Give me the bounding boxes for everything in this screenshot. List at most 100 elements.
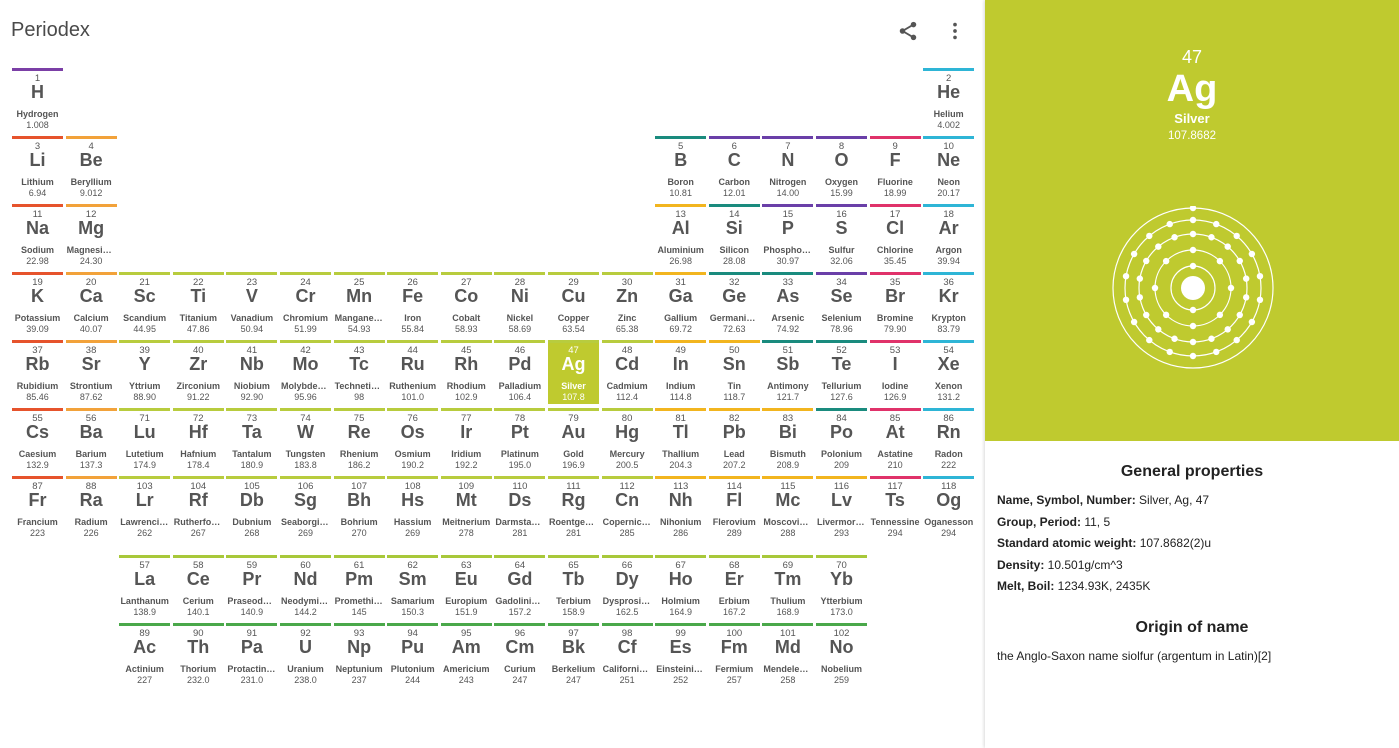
- element-cell-ar[interactable]: 18 Ar Argon 39.94: [923, 204, 975, 268]
- element-cell-nh[interactable]: 113 Nh Nihonium 286: [655, 476, 707, 540]
- element-cell-ne[interactable]: 10 Ne Neon 20.17: [923, 136, 975, 200]
- element-cell-sb[interactable]: 51 Sb Antimony 121.7: [762, 340, 814, 404]
- element-cell-pd[interactable]: 46 Pd Palladium 106.4: [494, 340, 546, 404]
- element-cell-bk[interactable]: 97 Bk Berkelium 247: [548, 623, 599, 687]
- element-cell-co[interactable]: 27 Co Cobalt 58.93: [440, 272, 492, 336]
- element-cell-ca[interactable]: 20 Ca Calcium 40.07: [65, 272, 117, 336]
- element-cell-cn[interactable]: 112 Cn Copernicium 285: [601, 476, 653, 540]
- element-cell-mc[interactable]: 115 Mc Moscovium 288: [762, 476, 814, 540]
- element-cell-ge[interactable]: 32 Ge Germanium 72.63: [708, 272, 760, 336]
- element-cell-np[interactable]: 93 Np Neptunium 237: [333, 623, 385, 687]
- element-cell-os[interactable]: 76 Os Osmium 190.2: [387, 408, 439, 472]
- element-cell-fm[interactable]: 100 Fm Fermium 257: [708, 623, 760, 687]
- element-cell-lv[interactable]: 116 Lv Livermorium 293: [816, 476, 867, 540]
- element-cell-si[interactable]: 14 Si Silicon 28.08: [708, 204, 760, 268]
- element-cell-au[interactable]: 79 Au Gold 196.9: [548, 408, 599, 472]
- element-cell-in[interactable]: 49 In Indium 114.8: [655, 340, 707, 404]
- element-cell-k[interactable]: 19 K Potassium 39.09: [12, 272, 63, 336]
- element-cell-fr[interactable]: 87 Fr Francium 223: [12, 476, 63, 540]
- element-cell-ir[interactable]: 77 Ir Iridium 192.2: [440, 408, 492, 472]
- element-cell-c[interactable]: 6 C Carbon 12.01: [708, 136, 760, 200]
- element-cell-ts[interactable]: 117 Ts Tennessine 294: [869, 476, 921, 540]
- share-button[interactable]: [893, 16, 923, 46]
- element-cell-cm[interactable]: 96 Cm Curium 247: [494, 623, 546, 687]
- element-cell-pb[interactable]: 82 Pb Lead 207.2: [708, 408, 760, 472]
- element-cell-no[interactable]: 102 No Nobelium 259: [816, 623, 867, 687]
- element-cell-db[interactable]: 105 Db Dubnium 268: [226, 476, 278, 540]
- element-cell-zr[interactable]: 40 Zr Zirconium 91.22: [172, 340, 224, 404]
- element-cell-at[interactable]: 85 At Astatine 210: [869, 408, 921, 472]
- element-cell-as[interactable]: 33 As Arsenic 74.92: [762, 272, 814, 336]
- more-options-button[interactable]: [940, 16, 970, 46]
- element-cell-hs[interactable]: 108 Hs Hassium 269: [387, 476, 439, 540]
- element-cell-mo[interactable]: 42 Mo Molybdenum 95.96: [280, 340, 331, 404]
- element-cell-bi[interactable]: 83 Bi Bismuth 208.9: [762, 408, 814, 472]
- element-cell-tc[interactable]: 43 Tc Technetium 98: [333, 340, 385, 404]
- element-cell-sg[interactable]: 106 Sg Seaborgium 269: [280, 476, 331, 540]
- element-cell-lr[interactable]: 103 Lr Lawrencium 262: [119, 476, 171, 540]
- element-cell-tl[interactable]: 81 Tl Thallium 204.3: [655, 408, 707, 472]
- element-cell-re[interactable]: 75 Re Rhenium 186.2: [333, 408, 385, 472]
- element-cell-rh[interactable]: 45 Rh Rhodium 102.9: [440, 340, 492, 404]
- element-cell-gd[interactable]: 64 Gd Gadolinium 157.2: [494, 555, 546, 619]
- element-cell-mg[interactable]: 12 Mg Magnesium 24.30: [65, 204, 117, 268]
- element-cell-sc[interactable]: 21 Sc Scandium 44.95: [119, 272, 171, 336]
- element-cell-v[interactable]: 23 V Vanadium 50.94: [226, 272, 278, 336]
- element-cell-ac[interactable]: 89 Ac Actinium 227: [119, 623, 171, 687]
- element-cell-cs[interactable]: 55 Cs Caesium 132.9: [12, 408, 63, 472]
- element-cell-na[interactable]: 11 Na Sodium 22.98: [12, 204, 63, 268]
- element-cell-o[interactable]: 8 O Oxygen 15.99: [816, 136, 867, 200]
- element-cell-ti[interactable]: 22 Ti Titanium 47.86: [172, 272, 224, 336]
- element-cell-pa[interactable]: 91 Pa Protactinium 231.0: [226, 623, 278, 687]
- element-cell-yb[interactable]: 70 Yb Ytterbium 173.0: [816, 555, 867, 619]
- element-cell-og[interactable]: 118 Og Oganesson 294: [923, 476, 975, 540]
- element-cell-th[interactable]: 90 Th Thorium 232.0: [172, 623, 224, 687]
- element-cell-ce[interactable]: 58 Ce Cerium 140.1: [172, 555, 224, 619]
- element-cell-eu[interactable]: 63 Eu Europium 151.9: [440, 555, 492, 619]
- element-cell-ni[interactable]: 28 Ni Nickel 58.69: [494, 272, 546, 336]
- element-cell-nd[interactable]: 60 Nd Neodymium 144.2: [280, 555, 331, 619]
- element-cell-nb[interactable]: 41 Nb Niobium 92.90: [226, 340, 278, 404]
- element-cell-rb[interactable]: 37 Rb Rubidium 85.46: [12, 340, 63, 404]
- element-cell-te[interactable]: 52 Te Tellurium 127.6: [816, 340, 867, 404]
- element-cell-cl[interactable]: 17 Cl Chlorine 35.45: [869, 204, 921, 268]
- element-cell-ta[interactable]: 73 Ta Tantalum 180.9: [226, 408, 278, 472]
- element-cell-p[interactable]: 15 P Phosphorus 30.97: [762, 204, 814, 268]
- element-cell-ra[interactable]: 88 Ra Radium 226: [65, 476, 117, 540]
- element-cell-ag[interactable]: 47 Ag Silver 107.8: [548, 340, 599, 404]
- element-cell-cf[interactable]: 98 Cf Californium 251: [601, 623, 653, 687]
- element-cell-f[interactable]: 9 F Fluorine 18.99: [869, 136, 921, 200]
- element-cell-es[interactable]: 99 Es Einsteinium 252: [655, 623, 707, 687]
- element-cell-s[interactable]: 16 S Sulfur 32.06: [816, 204, 867, 268]
- element-cell-hg[interactable]: 80 Hg Mercury 200.5: [601, 408, 653, 472]
- element-cell-sn[interactable]: 50 Sn Tin 118.7: [708, 340, 760, 404]
- element-cell-pu[interactable]: 94 Pu Plutonium 244: [387, 623, 439, 687]
- element-cell-lu[interactable]: 71 Lu Lutetium 174.9: [119, 408, 171, 472]
- element-cell-ga[interactable]: 31 Ga Gallium 69.72: [655, 272, 707, 336]
- element-cell-la[interactable]: 57 La Lanthanum 138.9: [119, 555, 171, 619]
- element-cell-cd[interactable]: 48 Cd Cadmium 112.4: [601, 340, 653, 404]
- element-cell-ba[interactable]: 56 Ba Barium 137.3: [65, 408, 117, 472]
- element-cell-mn[interactable]: 25 Mn Manganese 54.93: [333, 272, 385, 336]
- element-cell-er[interactable]: 68 Er Erbium 167.2: [708, 555, 760, 619]
- element-cell-w[interactable]: 74 W Tungsten 183.8: [280, 408, 331, 472]
- element-cell-h[interactable]: 1 H Hydrogen 1.008: [12, 68, 63, 132]
- element-cell-se[interactable]: 34 Se Selenium 78.96: [816, 272, 867, 336]
- element-cell-hf[interactable]: 72 Hf Hafnium 178.4: [172, 408, 224, 472]
- element-cell-fe[interactable]: 26 Fe Iron 55.84: [387, 272, 439, 336]
- element-cell-b[interactable]: 5 B Boron 10.81: [655, 136, 707, 200]
- element-cell-al[interactable]: 13 Al Aluminium 26.98: [655, 204, 707, 268]
- element-cell-tb[interactable]: 65 Tb Terbium 158.9: [548, 555, 599, 619]
- element-cell-sm[interactable]: 62 Sm Samarium 150.3: [387, 555, 439, 619]
- element-cell-cr[interactable]: 24 Cr Chromium 51.99: [280, 272, 331, 336]
- element-cell-ru[interactable]: 44 Ru Ruthenium 101.0: [387, 340, 439, 404]
- element-cell-he[interactable]: 2 He Helium 4.002: [923, 68, 975, 132]
- element-cell-be[interactable]: 4 Be Beryllium 9.012: [65, 136, 117, 200]
- element-cell-pt[interactable]: 78 Pt Platinum 195.0: [494, 408, 546, 472]
- element-cell-tm[interactable]: 69 Tm Thulium 168.9: [762, 555, 814, 619]
- element-cell-u[interactable]: 92 U Uranium 238.0: [280, 623, 331, 687]
